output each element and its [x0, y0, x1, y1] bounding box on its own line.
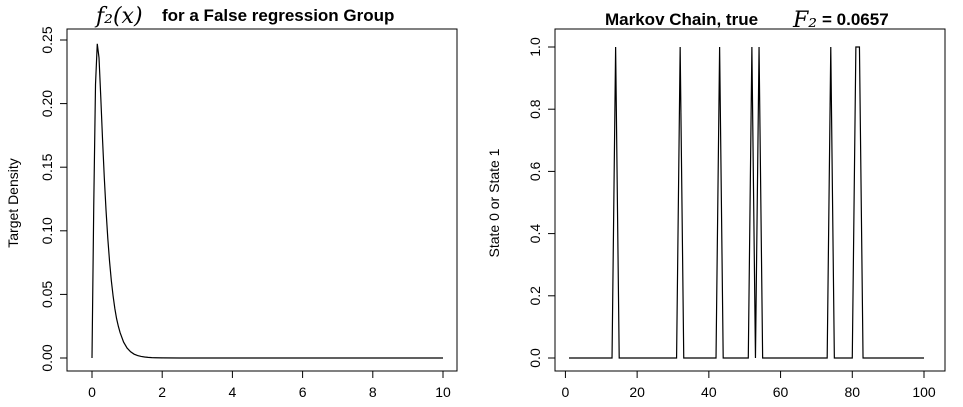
markov-chain-title: Markov Chain, true — [605, 10, 758, 29]
y-tick-label: 0.6 — [527, 161, 543, 181]
x-tick-label: 8 — [369, 384, 377, 400]
x-tick-label: 80 — [844, 384, 860, 400]
y-tick-label: 0.25 — [39, 26, 55, 53]
markov-chain-panel: Markov Chain, true F₂ = 0.0657 State 0 o… — [486, 8, 946, 400]
x-tick-label: 10 — [435, 384, 451, 400]
y-tick-label: 0.10 — [39, 217, 55, 244]
x-tick-label: 100 — [912, 384, 936, 400]
x-tick-label: 40 — [701, 384, 717, 400]
density-plot-axes: 0 2 4 6 8 10 0.00 0.05 0.10 0.15 0.20 0.25 — [39, 26, 451, 400]
x-tick-label: 0 — [562, 384, 570, 400]
y-tick-label: 0.4 — [527, 224, 543, 244]
x-tick-label: 60 — [773, 384, 789, 400]
x-tick-label: 6 — [299, 384, 307, 400]
x-tick-label: 2 — [158, 384, 166, 400]
y-tick-label: 0.00 — [39, 344, 55, 371]
y-tick-label: 1.0 — [527, 37, 543, 57]
markov-chain-line — [569, 46, 924, 359]
x-tick-label: 0 — [88, 384, 96, 400]
x-tick-label: 4 — [229, 384, 237, 400]
markov-chain-ylabel: State 0 or State 1 — [486, 148, 502, 257]
x-tick-label: 20 — [629, 384, 645, 400]
y-tick-label: 0.05 — [39, 281, 55, 308]
density-plot-frame — [66, 28, 458, 372]
density-curve — [91, 43, 443, 359]
y-tick-label: 0.2 — [527, 286, 543, 306]
y-tick-label: 0.20 — [39, 90, 55, 117]
markov-chain-axes: 0 20 40 60 80 100 0.0 0.2 0.4 0.6 0.8 1.0 — [527, 37, 936, 400]
y-tick-label: 0.15 — [39, 153, 55, 180]
density-plot-panel: f₂(x) for a False regression Group Targe… — [5, 4, 458, 400]
density-plot-ylabel: Target Density — [5, 158, 21, 247]
markov-chain-title-value: = 0.0657 — [822, 10, 889, 29]
y-tick-label: 0.8 — [527, 99, 543, 119]
density-plot-title-math: f₂(x) — [94, 4, 143, 29]
density-plot-title: for a False regression Group — [162, 6, 394, 25]
y-tick-label: 0.0 — [527, 348, 543, 368]
